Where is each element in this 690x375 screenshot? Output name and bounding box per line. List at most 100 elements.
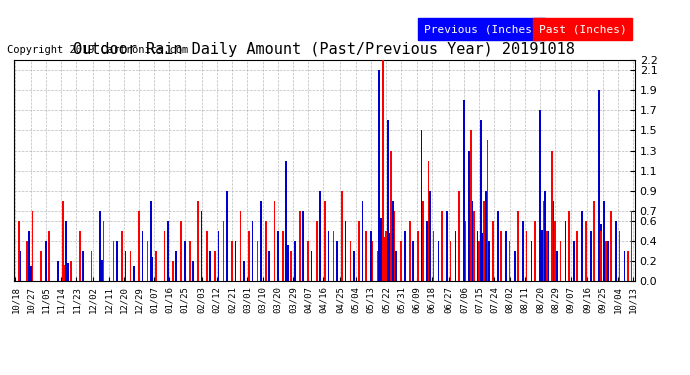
Bar [500, 231, 502, 281]
Bar [573, 241, 575, 281]
Legend: Previous (Inches), Past (Inches): Previous (Inches), Past (Inches) [421, 21, 629, 37]
Bar [265, 221, 267, 281]
Bar [99, 211, 101, 281]
Bar [478, 241, 480, 281]
Bar [463, 100, 465, 281]
Bar [66, 221, 67, 281]
Bar [362, 201, 363, 281]
Bar [624, 251, 626, 281]
Bar [556, 251, 558, 281]
Bar [486, 141, 489, 281]
Bar [287, 245, 289, 281]
Bar [350, 241, 351, 281]
Bar [193, 261, 194, 281]
Bar [468, 150, 470, 281]
Bar [125, 251, 126, 281]
Bar [243, 261, 245, 281]
Bar [63, 265, 66, 281]
Bar [378, 70, 380, 281]
Bar [150, 201, 152, 281]
Bar [336, 241, 338, 281]
Bar [391, 150, 392, 281]
Bar [155, 251, 157, 281]
Bar [215, 251, 216, 281]
Bar [610, 211, 612, 281]
Bar [147, 241, 148, 281]
Bar [480, 120, 482, 281]
Bar [600, 231, 602, 281]
Bar [404, 231, 406, 281]
Bar [218, 231, 219, 281]
Bar [541, 230, 542, 281]
Bar [465, 227, 466, 281]
Bar [112, 241, 115, 281]
Bar [116, 241, 118, 281]
Bar [576, 231, 578, 281]
Bar [294, 241, 295, 281]
Bar [30, 266, 32, 281]
Bar [380, 218, 382, 281]
Bar [141, 231, 144, 281]
Bar [526, 231, 527, 281]
Bar [282, 231, 284, 281]
Bar [138, 211, 140, 281]
Bar [164, 231, 165, 281]
Bar [534, 221, 536, 281]
Bar [441, 211, 443, 281]
Bar [568, 211, 570, 281]
Bar [551, 150, 553, 281]
Bar [394, 211, 395, 281]
Bar [388, 233, 391, 281]
Bar [482, 233, 484, 281]
Bar [197, 201, 199, 281]
Bar [260, 201, 262, 281]
Bar [189, 241, 190, 281]
Text: Copyright 2019 Cartronics.com: Copyright 2019 Cartronics.com [7, 45, 188, 55]
Bar [544, 191, 546, 281]
Bar [45, 241, 47, 281]
Bar [555, 221, 556, 281]
Bar [324, 201, 326, 281]
Bar [257, 241, 258, 281]
Bar [28, 231, 30, 281]
Bar [302, 211, 304, 281]
Bar [62, 201, 63, 281]
Bar [231, 241, 233, 281]
Bar [477, 231, 478, 281]
Bar [268, 251, 270, 281]
Bar [299, 211, 301, 281]
Bar [615, 221, 617, 281]
Bar [40, 251, 41, 281]
Bar [449, 241, 451, 281]
Bar [286, 160, 287, 281]
Bar [484, 201, 485, 281]
Bar [209, 251, 211, 281]
Bar [395, 251, 397, 281]
Bar [277, 231, 279, 281]
Bar [18, 221, 20, 281]
Bar [619, 231, 620, 281]
Bar [631, 211, 632, 281]
Bar [600, 224, 602, 281]
Bar [514, 251, 515, 281]
Bar [489, 241, 490, 281]
Bar [239, 211, 241, 281]
Bar [539, 110, 541, 281]
Bar [553, 201, 555, 281]
Bar [485, 191, 486, 281]
Bar [252, 221, 253, 281]
Bar [400, 241, 402, 281]
Bar [446, 211, 448, 281]
Bar [226, 191, 228, 281]
Bar [353, 251, 355, 281]
Bar [365, 231, 366, 281]
Bar [290, 251, 292, 281]
Bar [548, 231, 549, 281]
Bar [505, 231, 507, 281]
Bar [458, 191, 460, 281]
Bar [167, 221, 168, 281]
Bar [328, 231, 329, 281]
Bar [273, 201, 275, 281]
Bar [492, 221, 493, 281]
Bar [564, 221, 566, 281]
